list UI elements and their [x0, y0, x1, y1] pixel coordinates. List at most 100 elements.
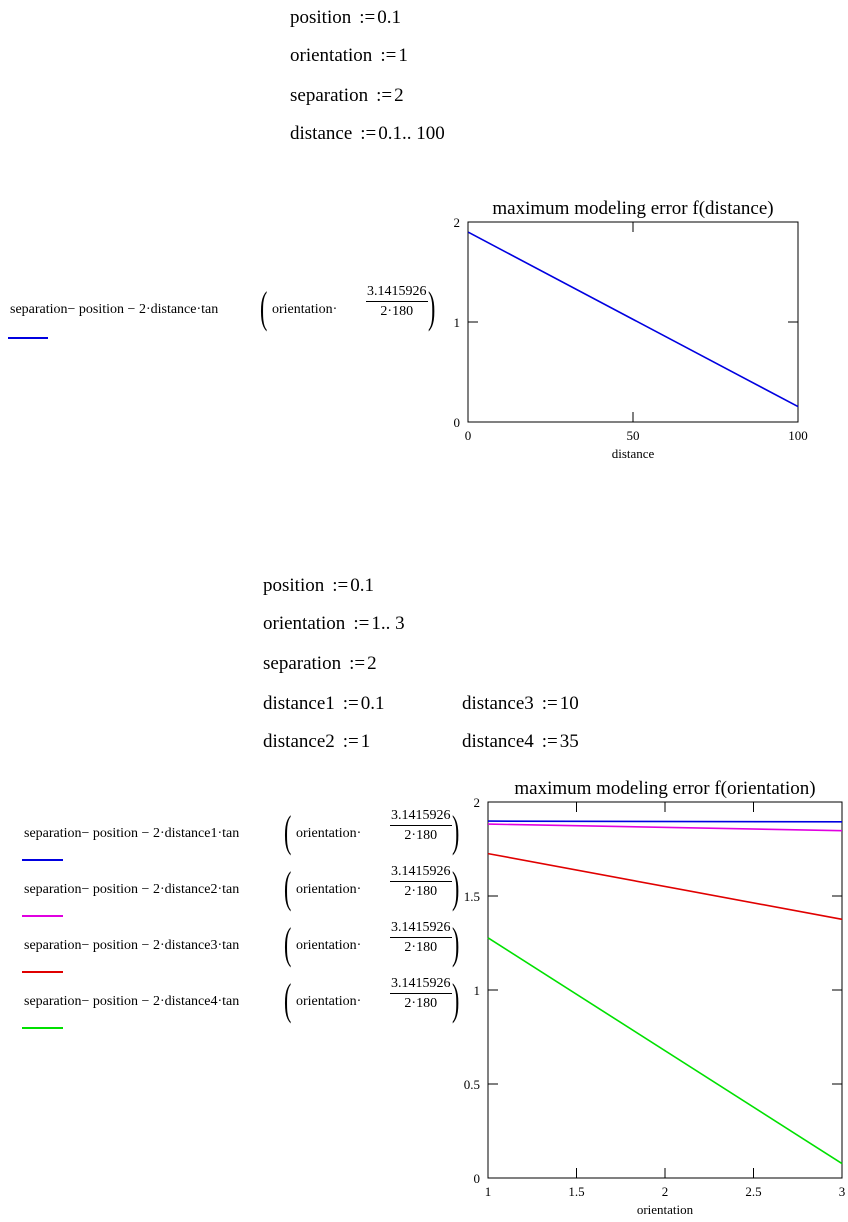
def-operator: := [359, 7, 376, 28]
left-paren: ( [284, 863, 292, 912]
def-name: position [263, 575, 325, 596]
def-operator: := [332, 575, 349, 596]
x-tick-label: 50 [627, 428, 640, 443]
trace-expression-distance2[interactable]: separation− position − 2·distance2·tan (… [24, 863, 459, 912]
def-distance4[interactable]: distance4:= 35 [462, 732, 579, 751]
def-name: orientation [290, 45, 373, 66]
legend-line-magenta [22, 915, 63, 917]
fraction-numerator: 3.1415926 [390, 976, 452, 994]
plot-frame [487, 801, 843, 1179]
x-tick-label: 100 [788, 428, 808, 443]
def-value: 0.1 [360, 693, 385, 714]
def-value: 2 [367, 653, 377, 674]
legend-line-blue [8, 337, 48, 339]
def-distance2[interactable]: distance2:= 1 [263, 732, 370, 751]
right-paren: ) [452, 919, 460, 968]
def-value: 1 [360, 731, 371, 752]
expression-text: separation− position − 2·distance3·tan [24, 938, 240, 953]
def-value: 0.1.. 100 [378, 123, 445, 144]
def-distance[interactable]: distance := 0.1.. 100 [290, 124, 445, 143]
def-position[interactable]: position := 0.1 [263, 576, 374, 595]
right-paren: ) [428, 283, 436, 332]
def-value: 10 [559, 693, 579, 714]
fraction-numerator: 3.1415926 [390, 808, 452, 826]
def-distance3[interactable]: distance3:= 10 [462, 694, 579, 713]
y-tick-label: 0 [454, 415, 461, 430]
def-distance1[interactable]: distance1 := 0.1 [263, 694, 385, 713]
fraction: 3.1415926 2·180 [366, 284, 428, 320]
y-tick-label: 2 [454, 215, 461, 230]
expression-inner: orientation· [296, 826, 362, 841]
def-orientation[interactable]: orientation := 1.. 3 [263, 614, 405, 633]
def-position[interactable]: position := 0.1 [290, 8, 401, 27]
def-name: position [290, 7, 352, 28]
def-operator: := [349, 653, 366, 674]
right-paren: ) [452, 807, 460, 856]
x-tick-label: 0 [465, 428, 472, 443]
def-name: separation [263, 653, 342, 674]
x-tick-label: 2.5 [745, 1184, 761, 1199]
trace-expression-distance3[interactable]: separation− position − 2·distance3·tan (… [24, 919, 459, 968]
def-value: 2 [394, 85, 404, 106]
def-value: 0.1 [377, 7, 401, 28]
fraction-denominator: 2·180 [404, 940, 438, 955]
left-paren: ( [260, 283, 268, 332]
fraction-denominator: 2·180 [404, 884, 438, 899]
def-operator: := [541, 731, 558, 752]
def-name: distance4 [462, 731, 534, 752]
def-operator: := [360, 123, 377, 144]
legend-line-green [22, 1027, 63, 1029]
expression-text: separation− position − 2·distance2·tan [24, 882, 240, 897]
fraction-numerator: 3.1415926 [390, 864, 452, 882]
trace-expression-1[interactable]: separation− position − 2·distance·tan ( … [10, 283, 435, 332]
def-value: 1.. 3 [371, 613, 405, 634]
x-tick-label: 3 [839, 1184, 846, 1199]
x-axis-label: orientation [637, 1202, 694, 1217]
fraction-denominator: 2·180 [380, 304, 414, 319]
x-tick-label: 2 [662, 1184, 669, 1199]
def-operator: := [380, 45, 397, 66]
fraction-denominator: 2·180 [404, 828, 438, 843]
series-line-3 [487, 852, 843, 921]
y-tick-label: 2 [474, 795, 481, 810]
def-orientation[interactable]: orientation := 1 [290, 46, 408, 65]
def-operator: := [342, 693, 359, 714]
series-line-2 [487, 823, 843, 832]
chart-title: maximum modeling error f(orientation) [514, 778, 815, 799]
def-name: separation [290, 85, 369, 106]
def-operator: := [376, 85, 393, 106]
fraction-numerator: 3.1415926 [366, 284, 428, 302]
def-value: 1 [398, 45, 408, 66]
def-name: orientation [263, 613, 346, 634]
def-operator: := [353, 613, 370, 634]
fraction: 3.1415926 2·180 [390, 864, 452, 900]
def-separation[interactable]: separation := 2 [290, 86, 404, 105]
y-tick-label: 1 [454, 315, 461, 330]
chart-title: maximum modeling error f(distance) [492, 198, 773, 219]
expression-text: separation− position − 2·distance4·tan [24, 994, 240, 1009]
y-tick-label: 0.5 [464, 1077, 480, 1092]
def-separation[interactable]: separation := 2 [263, 654, 377, 673]
series-line-4 [487, 937, 843, 1165]
x-tick-label: 1 [485, 1184, 492, 1199]
expression-inner: orientation· [296, 994, 362, 1009]
fraction: 3.1415926 2·180 [390, 976, 452, 1012]
def-name: distance3 [462, 693, 534, 714]
def-name: distance1 [263, 693, 335, 714]
def-value: 0.1 [350, 575, 374, 596]
left-paren: ( [284, 919, 292, 968]
fraction-denominator: 2·180 [404, 996, 438, 1011]
fraction: 3.1415926 2·180 [390, 808, 452, 844]
left-paren: ( [284, 975, 292, 1024]
def-name: distance [290, 123, 353, 144]
expression-inner: orientation· [296, 882, 362, 897]
x-axis-label: distance [612, 446, 655, 461]
y-tick-label: 1.5 [464, 889, 480, 904]
def-name: distance2 [263, 731, 335, 752]
trace-expression-distance1[interactable]: separation− position − 2·distance1·tan (… [24, 808, 459, 856]
trace-expression-distance4[interactable]: separation− position − 2·distance4·tan (… [24, 975, 459, 1024]
y-tick-label: 0 [474, 1171, 481, 1186]
expression-text: separation− position − 2·distance1·tan [24, 826, 240, 841]
